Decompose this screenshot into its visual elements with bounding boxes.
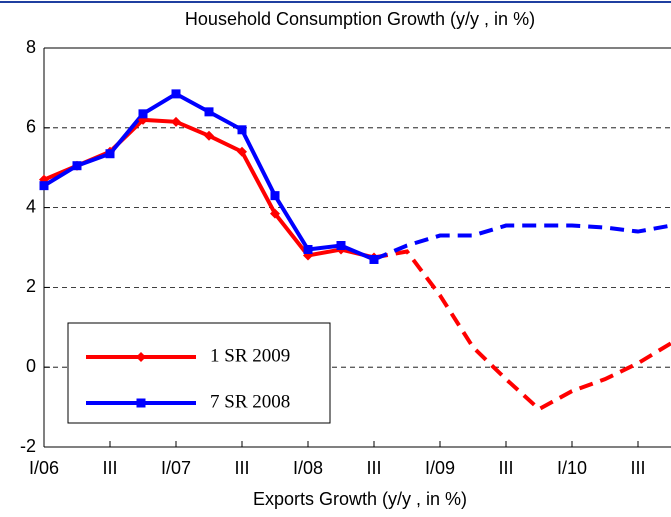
x-tick-label: III: [366, 458, 381, 478]
x-tick-label: I/10: [557, 458, 587, 478]
marker: [237, 125, 247, 135]
marker: [270, 208, 280, 219]
projection-line: [373, 223, 671, 262]
chart-title: Household Consumption Growth (y/y , in %…: [185, 9, 535, 29]
x-tick-label: I/09: [425, 458, 455, 478]
x-tick-label: III: [498, 458, 513, 478]
x-tick-label: I/06: [29, 458, 59, 478]
legend-marker: [136, 398, 146, 408]
legend-box: [67, 322, 331, 424]
y-tick-label: 6: [26, 117, 36, 137]
marker: [237, 146, 247, 157]
x-tick-label: I/08: [293, 458, 323, 478]
marker: [171, 116, 181, 127]
marker: [105, 149, 115, 159]
marker: [204, 130, 214, 141]
y-tick-label: -2: [20, 436, 36, 456]
series-line: [42, 91, 375, 262]
marker: [204, 107, 214, 117]
y-tick-label: 4: [26, 196, 36, 216]
x-tick-label: III: [630, 458, 645, 478]
legend-label: 1 SR 2009: [210, 345, 290, 366]
marker: [72, 161, 82, 171]
projection-line: [373, 249, 671, 412]
x-tick-label: I/07: [161, 458, 191, 478]
y-tick-label: 0: [26, 356, 36, 376]
y-tick-label: 8: [26, 37, 36, 57]
x-tick-label: III: [234, 458, 249, 478]
legend-label: 7 SR 2008: [210, 391, 290, 412]
legend: 1 SR 2009 7 SR 2008: [67, 322, 331, 424]
marker: [270, 191, 280, 201]
y-tick-label: 2: [26, 276, 36, 296]
x-axis-label: Exports Growth (y/y , in %): [253, 489, 467, 509]
marker: [369, 254, 379, 264]
x-tick-label: III: [102, 458, 117, 478]
legend-marker: [136, 352, 146, 362]
marker: [303, 244, 313, 254]
marker: [39, 181, 49, 191]
marker: [336, 241, 346, 251]
marker: [138, 109, 148, 119]
marker: [171, 89, 181, 99]
